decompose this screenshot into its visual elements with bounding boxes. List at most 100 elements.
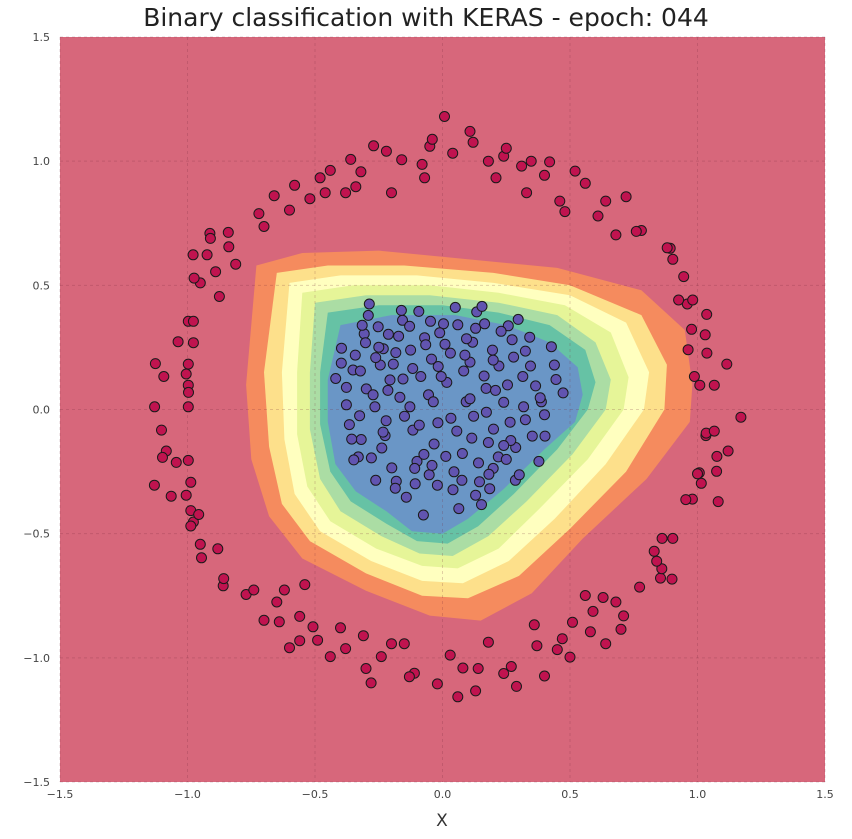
inner-class-point: [502, 320, 514, 332]
outer-class-point: [699, 329, 711, 341]
outer-class-point: [686, 323, 698, 335]
outer-class-point: [667, 532, 679, 544]
outer-class-point: [472, 663, 484, 674]
inner-class-point: [362, 309, 374, 321]
inner-class-point: [502, 379, 513, 391]
outer-class-point: [539, 169, 550, 181]
outer-class-point: [656, 563, 668, 575]
outer-class-point: [470, 685, 482, 697]
outer-class-point: [600, 195, 612, 207]
outer-class-point: [156, 424, 167, 436]
inner-class-point: [415, 371, 427, 382]
outer-class-point: [618, 610, 630, 622]
inner-class-point: [425, 315, 436, 327]
outer-class-point: [187, 315, 199, 327]
outer-class-point: [299, 579, 311, 591]
inner-class-point: [452, 319, 464, 331]
inner-class-point: [476, 300, 488, 312]
inner-class-point: [456, 448, 468, 459]
outer-class-point: [403, 671, 415, 683]
x-tick-label: 1.0: [689, 788, 707, 801]
outer-class-point: [222, 226, 234, 238]
inner-class-point: [340, 381, 352, 393]
outer-class-point: [655, 572, 666, 584]
inner-class-point: [498, 440, 510, 451]
inner-class-point: [400, 491, 412, 503]
outer-class-point: [666, 573, 678, 585]
inner-class-point: [426, 459, 438, 471]
y-tick-label: 0.0: [33, 404, 51, 417]
inner-class-point: [349, 349, 361, 361]
y-tick-label: −0.5: [23, 528, 50, 541]
outer-class-point: [248, 584, 260, 596]
inner-class-point: [355, 434, 367, 445]
inner-class-point: [409, 478, 421, 490]
outer-class-point: [158, 371, 170, 382]
inner-class-point: [417, 509, 429, 521]
outer-class-point: [528, 619, 540, 631]
inner-class-point: [449, 301, 461, 313]
outer-class-point: [464, 125, 476, 137]
outer-class-point: [701, 308, 713, 320]
inner-class-point: [545, 341, 557, 353]
inner-class-point: [373, 341, 385, 353]
outer-class-point: [525, 155, 537, 167]
inner-class-point: [407, 363, 419, 374]
outer-class-point: [284, 204, 295, 216]
inner-class-point: [365, 452, 377, 464]
inner-class-point: [473, 457, 484, 469]
outer-class-point: [218, 573, 230, 585]
outer-class-point: [182, 454, 194, 466]
inner-class-point: [370, 474, 382, 486]
outer-class-point: [148, 479, 160, 491]
outer-class-point: [365, 677, 377, 689]
outer-class-point: [682, 344, 694, 356]
outer-class-point: [149, 401, 161, 413]
inner-class-point: [404, 401, 416, 413]
outer-class-point: [579, 177, 591, 189]
outer-class-point: [172, 336, 184, 348]
outer-class-point: [398, 638, 410, 650]
x-tick-label: 1.5: [816, 788, 834, 801]
inner-class-point: [404, 320, 416, 332]
inner-class-point: [530, 380, 542, 392]
inner-class-point: [548, 359, 560, 371]
outer-class-point: [187, 337, 199, 349]
outer-class-point: [587, 605, 599, 617]
inner-class-point: [426, 353, 437, 365]
outer-class-point: [386, 187, 397, 199]
outer-class-point: [712, 496, 724, 508]
outer-class-point: [258, 221, 270, 232]
outer-class-point: [187, 249, 199, 261]
inner-class-point: [397, 373, 409, 385]
x-tick-label: 0.5: [561, 788, 579, 801]
outer-class-point: [183, 386, 194, 398]
inner-class-point: [330, 373, 342, 384]
data-points: [148, 111, 747, 703]
outer-class-point: [375, 651, 387, 663]
inner-class-point: [377, 426, 389, 438]
inner-class-point: [517, 371, 529, 382]
inner-class-point: [405, 344, 417, 356]
watermark-text: 云栖社区 yq.aliyun.com: [624, 809, 840, 831]
outer-class-point: [439, 111, 450, 122]
outer-class-point: [268, 190, 280, 202]
outer-class-point: [711, 465, 723, 477]
outer-class-point: [656, 532, 668, 544]
outer-class-point: [193, 509, 205, 520]
inner-class-point: [479, 318, 491, 330]
outer-class-point: [569, 165, 581, 177]
inner-class-point: [478, 370, 490, 382]
outer-class-point: [564, 651, 576, 663]
inner-class-point: [387, 358, 399, 370]
outer-class-point: [185, 520, 197, 532]
outer-class-point: [620, 191, 632, 203]
outer-class-point: [335, 622, 346, 634]
outer-class-point: [360, 663, 372, 674]
inner-class-point: [483, 468, 495, 480]
outer-class-point: [304, 193, 316, 205]
outer-class-point: [182, 401, 194, 413]
inner-class-point: [480, 406, 492, 418]
inner-class-point: [461, 333, 472, 345]
inner-class-point: [369, 401, 381, 413]
